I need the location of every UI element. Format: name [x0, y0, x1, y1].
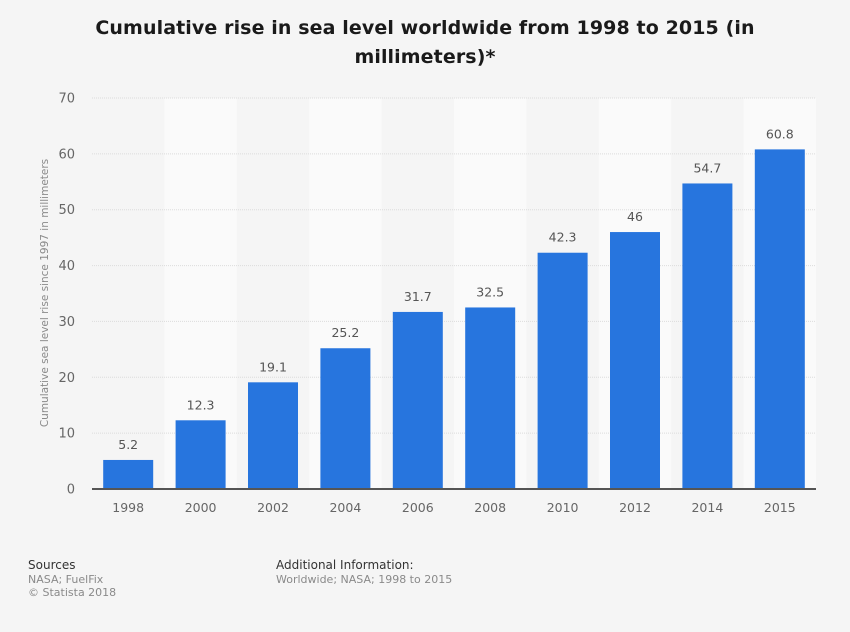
- bar-2000: [175, 420, 226, 489]
- bar-2008: [465, 307, 516, 489]
- value-label: 32.5: [476, 284, 504, 299]
- value-label: 46: [627, 209, 643, 224]
- value-label: 60.8: [766, 126, 794, 141]
- bar-2002: [248, 382, 298, 489]
- chart-title-line-1: Cumulative rise in sea level worldwide f…: [95, 17, 755, 39]
- x-tick-label: 2006: [402, 500, 434, 515]
- x-tick-label: 1998: [112, 500, 144, 515]
- value-label: 5.2: [118, 437, 138, 452]
- bar-2012: [610, 232, 660, 490]
- x-tick-labels: 1998 2000 2002 2004 2006 2008 2010 2012 2014 2015: [112, 500, 795, 515]
- chart-title: Cumulative rise in sea level worldwide f…: [90, 14, 760, 72]
- gridlines: [92, 97, 816, 434]
- y-tick-label: 30: [58, 315, 75, 330]
- y-axis-label: Cumulative sea level rise since 1997 in …: [39, 159, 51, 427]
- value-label: 12.3: [187, 397, 215, 412]
- value-label: 31.7: [404, 289, 432, 304]
- x-tick-label: 2004: [329, 500, 361, 515]
- footer-sources: Sources NASA; FuelFix © Statista 2018: [28, 558, 117, 600]
- bars: [103, 149, 805, 490]
- y-tick-label: 70: [58, 92, 75, 107]
- chart-title-line-2: millimeters)*: [354, 46, 496, 68]
- x-tick-label: 2008: [474, 500, 506, 515]
- y-tick-label: 20: [58, 371, 75, 386]
- sources-text: NASA; FuelFix: [28, 572, 104, 586]
- x-tick-label: 2014: [691, 500, 723, 515]
- value-label: 25.2: [331, 325, 359, 340]
- x-tick-label: 2000: [185, 500, 217, 515]
- y-tick-label: 40: [58, 259, 75, 274]
- bar-1998: [103, 459, 154, 489]
- bar-2010: [537, 252, 588, 489]
- bar-2015: [754, 149, 805, 490]
- y-tick-label: 60: [58, 147, 75, 162]
- copyright-text: © Statista 2018: [28, 586, 117, 599]
- sources-heading: Sources: [28, 558, 76, 572]
- bar-2014: [682, 183, 733, 489]
- x-tick-label: 2012: [619, 500, 651, 515]
- bar-2006: [392, 311, 443, 489]
- x-tick-label: 2010: [547, 500, 579, 515]
- value-label: 42.3: [549, 230, 577, 245]
- value-label: 19.1: [259, 359, 287, 374]
- bar-2004: [320, 348, 371, 489]
- x-tick-label: 2002: [257, 500, 289, 515]
- y-tick-labels: 0 10 20 30 40 50 60 70: [58, 92, 75, 498]
- y-tick-label: 0: [67, 483, 75, 498]
- value-labels: 5.2 12.3 19.1 25.2 31.7 32.5 42.3 46 54.7 60.8: [118, 126, 794, 452]
- y-tick-label: 10: [58, 427, 75, 442]
- value-label: 54.7: [693, 160, 721, 175]
- additional-info-heading: Additional Information:: [276, 558, 414, 572]
- footer-additional-info: Additional Information: Worldwide; NASA;…: [276, 558, 453, 586]
- y-tick-label: 50: [58, 203, 75, 218]
- additional-info-text: Worldwide; NASA; 1998 to 2015: [276, 572, 453, 586]
- x-tick-label: 2015: [764, 500, 796, 515]
